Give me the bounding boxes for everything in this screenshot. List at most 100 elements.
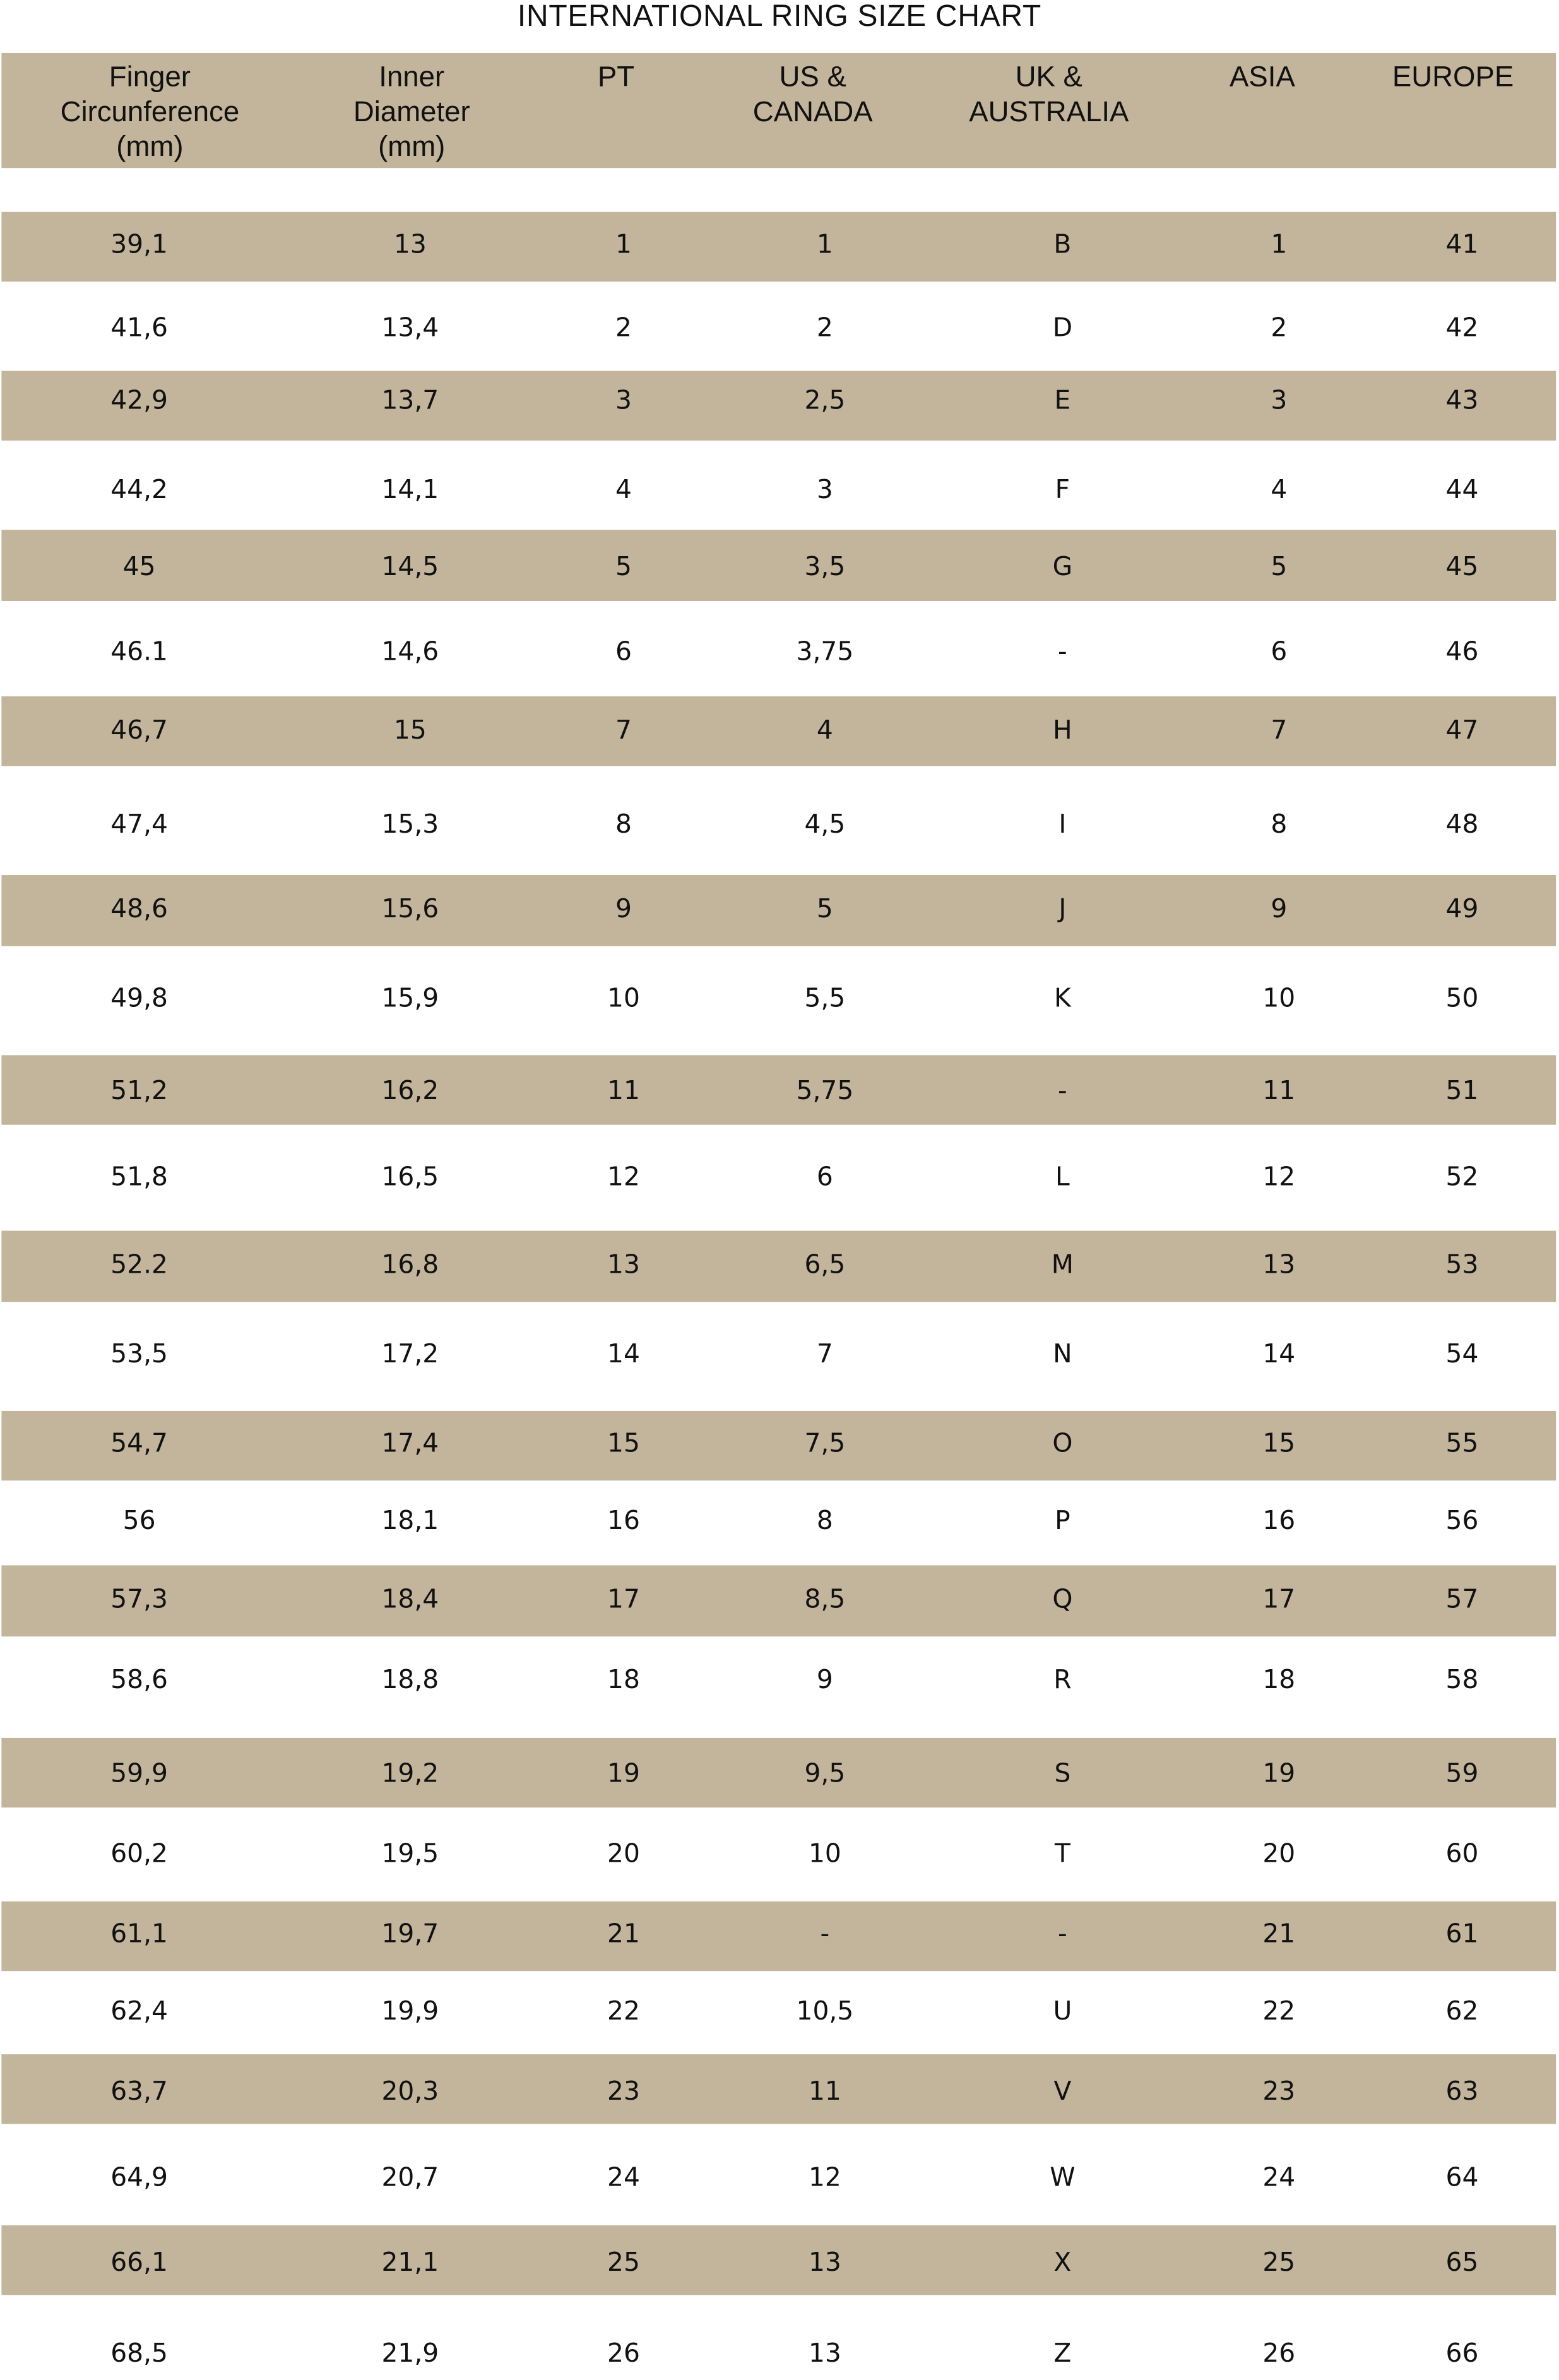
finger-circumference-cell: 57,3 — [110, 1585, 169, 1615]
asia-size-cell: 11 — [1262, 1076, 1296, 1107]
finger-circumference-cell: 64,9 — [110, 2163, 169, 2194]
uk-australia-size-cell: K — [1054, 984, 1071, 1014]
shaded-row-band — [1, 1565, 1556, 1637]
pt-size-cell: 21 — [607, 1919, 640, 1950]
us-canada-size-cell: 13 — [808, 2338, 841, 2369]
pt-size-cell: 3 — [615, 386, 632, 417]
uk-australia-size-cell: R — [1053, 1665, 1072, 1696]
uk-australia-size-cell: T — [1054, 1839, 1070, 1870]
finger-circumference-cell: 54,7 — [110, 1429, 169, 1460]
shaded-row-band — [1, 1410, 1556, 1481]
shaded-row-band — [1, 1055, 1556, 1125]
europe-size-cell: 54 — [1445, 1340, 1479, 1371]
finger-circumference-cell: 44,2 — [110, 475, 169, 506]
uk-australia-size-cell: S — [1054, 1759, 1071, 1790]
inner-diameter-cell: 18,8 — [381, 1665, 439, 1696]
header-row — [1, 52, 1556, 169]
finger-circumference-cell: 68,5 — [110, 2338, 169, 2369]
us-canada-size-cell: 6,5 — [804, 1250, 846, 1281]
uk-australia-size-cell: H — [1053, 716, 1072, 747]
pt-size-cell: 17 — [607, 1585, 640, 1615]
uk-australia-size-cell: X — [1053, 2248, 1072, 2278]
finger-circumference-cell: 51,2 — [110, 1076, 169, 1107]
europe-size-cell: 61 — [1445, 1919, 1479, 1950]
asia-size-cell: 8 — [1271, 809, 1288, 840]
us-canada-size-cell: 3,75 — [796, 637, 854, 668]
finger-circumference-cell: 42,9 — [110, 386, 169, 417]
europe-size-cell: 62 — [1445, 1996, 1479, 2027]
pt-size-cell: 9 — [615, 895, 632, 925]
uk-australia-size-cell: D — [1052, 313, 1073, 344]
finger-circumference-cell: 53,5 — [110, 1340, 169, 1371]
inner-diameter-cell: 21,9 — [381, 2338, 439, 2369]
us-canada-size-cell: 12 — [808, 2163, 841, 2194]
uk-australia-size-cell: Q — [1052, 1585, 1073, 1615]
us-canada-size-cell: 2,5 — [804, 386, 846, 417]
inner-diameter-cell: 15,6 — [381, 895, 439, 925]
inner-diameter-cell: 13,7 — [381, 386, 439, 417]
asia-size-cell: 24 — [1262, 2163, 1296, 2194]
uk-australia-size-cell: O — [1052, 1429, 1073, 1460]
shaded-row-band — [1, 1230, 1556, 1302]
pt-size-cell: 6 — [615, 637, 632, 668]
header-asia: ASIA — [1230, 62, 1295, 94]
asia-size-cell: 1 — [1271, 230, 1288, 261]
inner-diameter-cell: 19,9 — [381, 1996, 439, 2027]
shaded-row-band — [1, 371, 1556, 441]
us-canada-size-cell: 5 — [816, 895, 833, 925]
finger-circumference-cell: 52.2 — [110, 1250, 169, 1281]
finger-circumference-cell: 51,8 — [110, 1162, 169, 1193]
asia-size-cell: 26 — [1262, 2338, 1296, 2369]
shaded-row-band — [1, 211, 1556, 282]
finger-circumference-cell: 41,6 — [110, 313, 169, 344]
uk-australia-size-cell: G — [1052, 552, 1073, 583]
inner-diameter-cell: 16,8 — [381, 1250, 439, 1281]
pt-size-cell: 20 — [607, 1839, 640, 1870]
us-canada-size-cell: 11 — [808, 2077, 841, 2108]
finger-circumference-cell: 46.1 — [110, 637, 169, 668]
pt-size-cell: 19 — [607, 1759, 640, 1790]
inner-diameter-cell: 17,4 — [381, 1429, 439, 1460]
asia-size-cell: 7 — [1271, 716, 1288, 747]
finger-circumference-cell: 46,7 — [110, 716, 169, 747]
us-canada-size-cell: 2 — [816, 313, 833, 344]
us-canada-size-cell: 13 — [808, 2248, 841, 2278]
asia-size-cell: 2 — [1271, 313, 1288, 344]
asia-size-cell: 6 — [1271, 637, 1288, 668]
header-europe: EUROPE — [1392, 62, 1514, 94]
europe-size-cell: 52 — [1445, 1162, 1479, 1193]
shaded-row-band — [1, 696, 1556, 766]
uk-australia-size-cell: I — [1058, 809, 1067, 840]
inner-diameter-cell: 17,2 — [381, 1340, 439, 1371]
us-canada-size-cell: 7 — [816, 1340, 833, 1371]
us-canada-size-cell: 6 — [816, 1162, 833, 1193]
pt-size-cell: 12 — [607, 1162, 640, 1193]
us-canada-size-cell: 5,5 — [804, 984, 846, 1014]
pt-size-cell: 8 — [615, 809, 632, 840]
finger-circumference-cell: 59,9 — [110, 1759, 169, 1790]
inner-diameter-cell: 21,1 — [381, 2248, 439, 2278]
us-canada-size-cell: 10,5 — [796, 1996, 854, 2027]
us-canada-size-cell: 1 — [816, 230, 833, 261]
europe-size-cell: 45 — [1445, 552, 1479, 583]
pt-size-cell: 24 — [607, 2163, 640, 2194]
inner-diameter-cell: 15 — [393, 716, 427, 747]
europe-size-cell: 60 — [1445, 1839, 1479, 1870]
europe-size-cell: 49 — [1445, 895, 1479, 925]
inner-diameter-cell: 15,9 — [381, 984, 439, 1014]
inner-diameter-cell: 16,2 — [381, 1076, 439, 1107]
uk-australia-size-cell: J — [1058, 895, 1067, 925]
inner-diameter-cell: 13,4 — [381, 313, 439, 344]
finger-circumference-cell: 47,4 — [110, 809, 169, 840]
pt-size-cell: 23 — [607, 2077, 640, 2108]
europe-size-cell: 55 — [1445, 1429, 1479, 1460]
europe-size-cell: 57 — [1445, 1585, 1479, 1615]
pt-size-cell: 1 — [615, 230, 632, 261]
inner-diameter-cell: 16,5 — [381, 1162, 439, 1193]
pt-size-cell: 5 — [615, 552, 632, 583]
asia-size-cell: 19 — [1262, 1759, 1296, 1790]
us-canada-size-cell: 9 — [816, 1665, 833, 1696]
finger-circumference-cell: 58,6 — [110, 1665, 169, 1696]
shaded-row-band — [1, 1901, 1556, 1972]
